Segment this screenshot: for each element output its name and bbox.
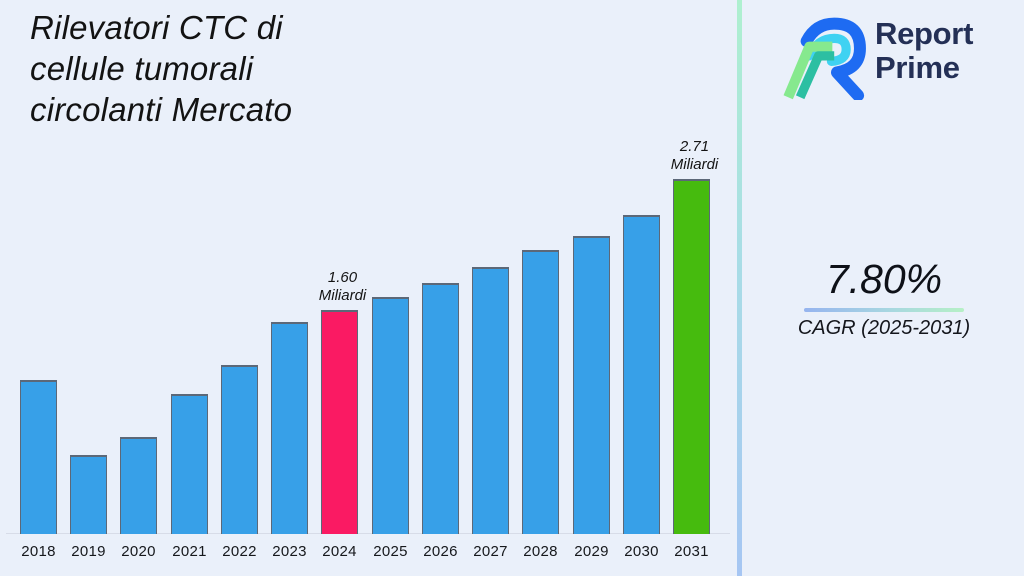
x-tick-2020: 2020 (121, 543, 156, 560)
logo-blue-stroke (800, 17, 866, 100)
bar-2020 (120, 437, 157, 534)
chart-title: Rilevatori CTC di cellule tumorali circo… (30, 9, 293, 128)
logo-green-light-stroke (783, 41, 833, 100)
x-tick-2024: 2024 (322, 543, 357, 560)
x-tick-2025: 2025 (373, 543, 408, 560)
bar-2028 (522, 250, 559, 534)
bar-2029 (573, 236, 610, 534)
brand-name: Report Prime (875, 17, 973, 85)
bar-2018 (20, 380, 57, 534)
chart-area: 1.60 Miliardi 2.71 Miliardi (6, 138, 730, 534)
cagr-underline (804, 308, 964, 312)
x-tick-2022: 2022 (222, 543, 257, 560)
x-tick-2027: 2027 (473, 543, 508, 560)
cagr-value: 7.80% (825, 256, 943, 302)
cagr-panel: 7.80% CAGR (2025-2031) (784, 255, 984, 340)
bar-2023 (271, 322, 308, 534)
bar-2024 (321, 310, 358, 534)
bar-2030 (623, 215, 660, 534)
logo-green-teal-stroke (795, 51, 835, 100)
bar-2021 (171, 394, 208, 534)
x-tick-2030: 2030 (624, 543, 659, 560)
bar-2019 (70, 455, 107, 534)
brand-logo: Report Prime (779, 8, 1015, 100)
x-axis-line (6, 533, 730, 534)
x-tick-2018: 2018 (21, 543, 56, 560)
brand-name-line2: Prime (875, 50, 960, 85)
x-tick-2019: 2019 (71, 543, 106, 560)
x-tick-2028: 2028 (523, 543, 558, 560)
bar-2027 (472, 267, 509, 534)
value-label-2031: 2.71 Miliardi (670, 138, 719, 173)
report-prime-logo-icon (783, 17, 866, 100)
x-axis-labels: 2018 2019 2020 2021 2022 2023 2024 2025 2026 2027… (0, 543, 738, 567)
bar-2025 (372, 297, 409, 534)
bar-2026 (422, 283, 459, 534)
brand-name-line1: Report (875, 16, 974, 51)
bar-2031 (673, 179, 710, 534)
x-tick-2031: 2031 (674, 543, 709, 560)
cagr-label: CAGR (2025-2031) (797, 317, 971, 339)
x-tick-2023: 2023 (272, 543, 307, 560)
x-tick-2021: 2021 (172, 543, 207, 560)
bar-2022 (221, 365, 258, 534)
value-label-2024: 1.60 Miliardi (318, 269, 367, 304)
vertical-divider (737, 0, 742, 576)
x-tick-2026: 2026 (423, 543, 458, 560)
x-tick-2029: 2029 (574, 543, 609, 560)
